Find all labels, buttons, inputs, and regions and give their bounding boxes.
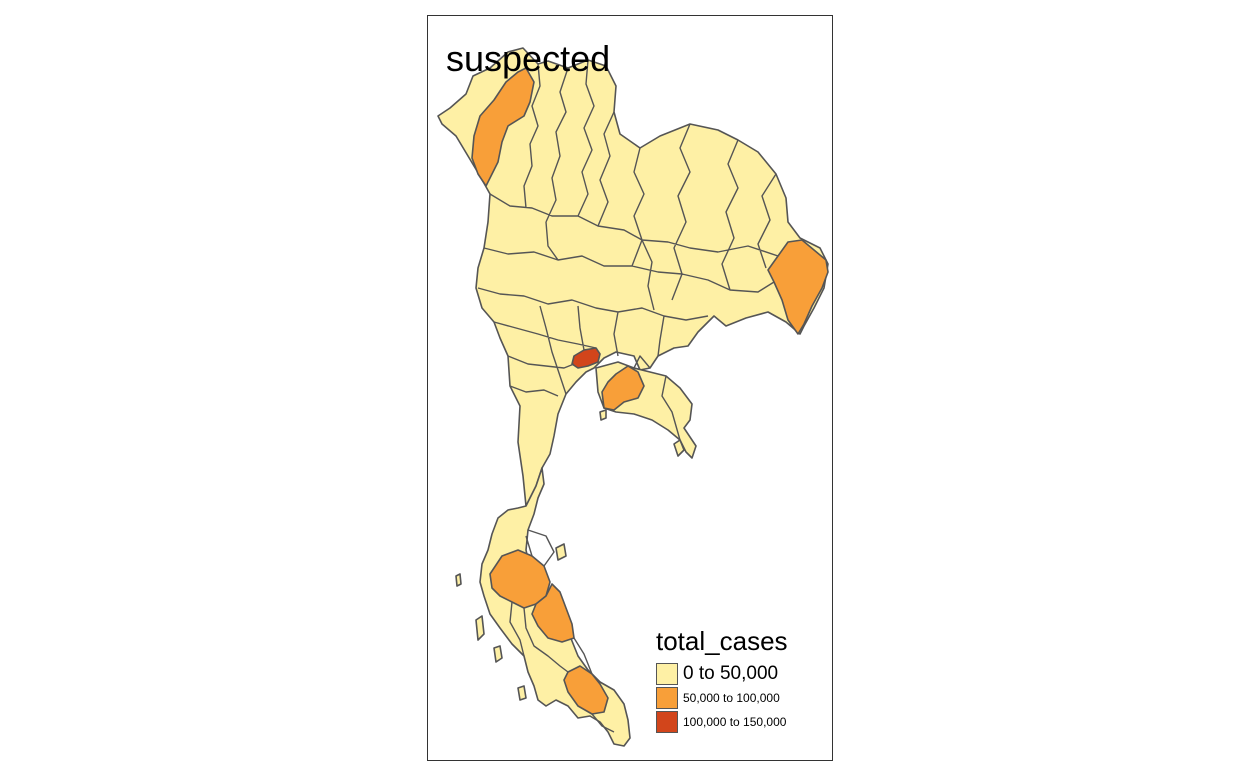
legend-title: total_cases <box>656 626 788 656</box>
map-title: suspected <box>446 38 611 79</box>
province-tak <box>471 67 535 187</box>
island-satun <box>517 685 527 701</box>
province-boundaries <box>477 59 779 733</box>
legend-swatch-low <box>656 662 678 685</box>
legend: total_cases 0 to 50,000 50,000 to 100,00… <box>656 628 788 734</box>
map-panel: suspected total_cases 0 to 50,000 50,000… <box>427 15 833 761</box>
thailand-choropleth-map <box>437 47 829 747</box>
legend-label-low: 0 to 50,000 <box>683 663 779 684</box>
island-rayong <box>599 409 607 421</box>
island-phuket <box>475 615 485 641</box>
legend-item-low: 0 to 50,000 <box>656 662 788 686</box>
province-songkhla <box>563 665 609 715</box>
legend-swatch-mid <box>656 686 678 709</box>
legend-swatch-high <box>656 710 678 733</box>
province-ubon <box>767 239 829 335</box>
island-west-coast <box>455 573 462 587</box>
legend-label-high: 100,000 to 150,000 <box>683 715 787 729</box>
island-koh-chang <box>673 439 685 457</box>
province-bangkok <box>571 347 601 369</box>
legend-item-high: 100,000 to 150,000 <box>656 710 788 734</box>
province-nakhon-si-thammarat <box>531 583 575 643</box>
legend-label-mid: 50,000 to 100,000 <box>683 691 780 705</box>
province-chonburi <box>601 365 645 411</box>
legend-item-mid: 50,000 to 100,000 <box>656 686 788 710</box>
island-koh-samui <box>555 543 567 561</box>
island-krabi <box>493 645 503 663</box>
